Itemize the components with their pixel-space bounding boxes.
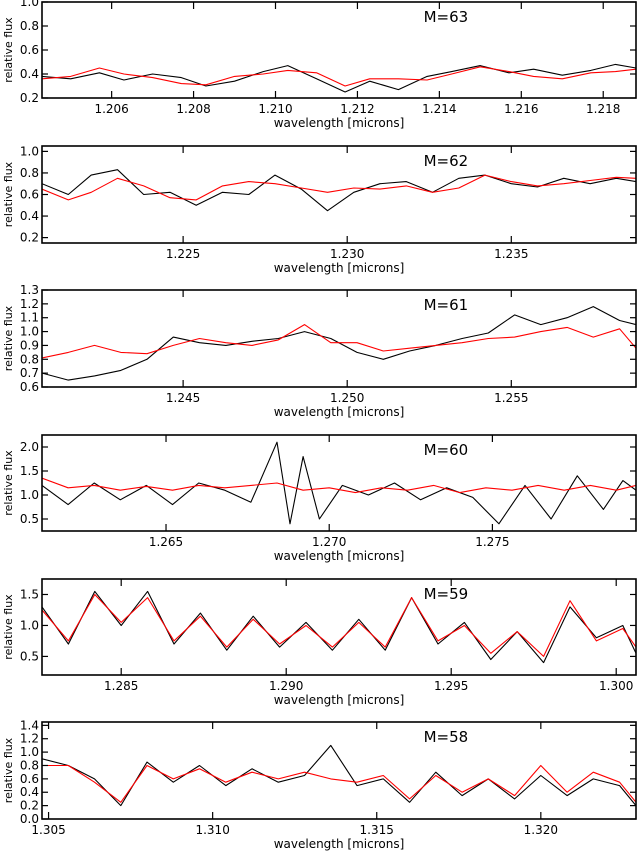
y-tick-label: 0.2 xyxy=(20,799,39,813)
y-tick-label: 0.5 xyxy=(20,649,39,663)
y-tick-label: 0.6 xyxy=(20,43,39,57)
plot-frame xyxy=(41,145,637,244)
x-tick-label: 1.210 xyxy=(258,102,292,116)
x-tick-label: 1.250 xyxy=(330,391,364,405)
y-tick-label: 0.8 xyxy=(20,166,39,180)
panel-label: M=62 xyxy=(424,152,469,170)
y-tick-label: 0.8 xyxy=(20,19,39,33)
x-tick-label: 1.214 xyxy=(422,102,456,116)
y-axis-label: relative flux xyxy=(2,594,15,660)
model-spectrum-line xyxy=(42,477,636,494)
plot-frame xyxy=(41,289,637,388)
x-axis-label: wavelength [microns] xyxy=(274,549,405,563)
observed-spectrum-line xyxy=(42,441,636,525)
y-tick-label: 1.2 xyxy=(20,297,39,311)
model-spectrum-line xyxy=(42,324,636,359)
y-tick-label: 0.2 xyxy=(20,231,39,245)
x-axis-label: wavelength [microns] xyxy=(274,693,405,707)
y-tick-label: 0.8 xyxy=(20,352,39,366)
panel-label: M=59 xyxy=(424,585,469,603)
panel-6: 1.305 1.310 1.315 1.3200.00.20.40.60.81.01.… xyxy=(2,718,637,851)
panel-1: 1.206 1.208 1.210 1.212 1.214 1.216 1.218 0.2 0.… xyxy=(2,0,637,130)
observed-spectrum-line xyxy=(42,590,636,664)
x-tick-label: 1.275 xyxy=(475,535,509,549)
plot-frame xyxy=(41,721,637,820)
x-axis-label: wavelength [microns] xyxy=(274,837,405,851)
x-tick-label: 1.265 xyxy=(149,535,183,549)
x-tick-label: 1.300 xyxy=(599,679,633,693)
y-tick-label: 0.7 xyxy=(20,366,39,380)
x-tick-label: 1.235 xyxy=(494,247,528,261)
observed-spectrum-line xyxy=(42,306,636,381)
y-tick-label: 1.0 xyxy=(20,144,39,158)
y-tick-label: 1.0 xyxy=(20,325,39,339)
y-tick-label: 2.0 xyxy=(20,440,39,454)
x-tick-label: 1.216 xyxy=(504,102,538,116)
y-tick-label: 0.2 xyxy=(20,91,39,105)
x-tick-label: 1.285 xyxy=(104,679,138,693)
y-tick-label: 1.0 xyxy=(20,618,39,632)
y-tick-label: 0.9 xyxy=(20,338,39,352)
x-tick-label: 1.315 xyxy=(360,823,394,837)
y-tick-label: 0.6 xyxy=(20,772,39,786)
panel-2: 1.225 1.230 1.235 0.2 0.4 0.6 0.8 1.0 wavelength… xyxy=(2,144,637,275)
y-tick-label: 1.3 xyxy=(20,283,39,297)
x-tick-label: 1.245 xyxy=(166,391,200,405)
panel-label: M=63 xyxy=(424,8,469,26)
panel-label: M=58 xyxy=(424,728,469,746)
model-spectrum-line xyxy=(42,66,636,87)
model-spectrum-line xyxy=(42,764,636,803)
x-tick-label: 1.295 xyxy=(434,679,468,693)
x-tick-label: 1.310 xyxy=(195,823,229,837)
x-tick-label: 1.208 xyxy=(176,102,210,116)
plot-frame xyxy=(41,578,637,676)
observed-spectrum-line xyxy=(42,744,636,807)
y-tick-label: 0.5 xyxy=(20,512,39,526)
x-tick-label: 1.290 xyxy=(269,679,303,693)
x-tick-label: 1.230 xyxy=(330,247,364,261)
x-axis-label: wavelength [microns] xyxy=(274,261,405,275)
panel-label: M=61 xyxy=(424,296,469,314)
y-tick-label: 1.1 xyxy=(20,311,39,325)
y-tick-label: 0.8 xyxy=(20,758,39,772)
y-tick-label: 0.4 xyxy=(20,209,39,223)
x-tick-label: 1.212 xyxy=(340,102,374,116)
y-tick-label: 1.0 xyxy=(20,0,39,9)
x-axis-label: wavelength [microns] xyxy=(274,116,405,130)
x-tick-label: 1.320 xyxy=(524,823,558,837)
y-tick-label: 0.6 xyxy=(20,380,39,394)
y-tick-label: 1.5 xyxy=(20,587,39,601)
y-tick-label: 1.0 xyxy=(20,745,39,759)
panel-3: 1.245 1.250 1.255 0.60.70.80.91.01.11.21.3 w… xyxy=(2,283,637,419)
y-tick-label: 1.4 xyxy=(20,718,39,732)
panel-label: M=60 xyxy=(424,441,469,459)
x-tick-label: 1.270 xyxy=(312,535,346,549)
x-tick-label: 1.206 xyxy=(94,102,128,116)
y-axis-label: relative flux xyxy=(2,161,15,227)
y-tick-label: 1.0 xyxy=(20,488,39,502)
y-axis-label: relative flux xyxy=(2,305,15,371)
y-tick-label: 0.6 xyxy=(20,188,39,202)
panel-4: 1.265 1.270 1.275 0.5 1.0 1.5 2.0 wavelength [m… xyxy=(2,434,637,563)
y-tick-label: 1.5 xyxy=(20,464,39,478)
observed-spectrum-line xyxy=(42,63,636,93)
y-tick-label: 0.4 xyxy=(20,785,39,799)
y-axis-label: relative flux xyxy=(2,450,15,516)
y-tick-label: 0.0 xyxy=(20,812,39,826)
x-tick-label: 1.225 xyxy=(166,247,200,261)
model-spectrum-line xyxy=(42,593,636,657)
x-axis-label: wavelength [microns] xyxy=(274,405,405,419)
x-tick-label: 1.255 xyxy=(494,391,528,405)
y-axis-label: relative flux xyxy=(2,737,15,803)
y-axis-label: relative flux xyxy=(2,17,15,83)
x-tick-label: 1.305 xyxy=(31,823,65,837)
model-spectrum-line xyxy=(42,174,636,201)
x-tick-label: 1.218 xyxy=(586,102,620,116)
panel-5: 1.285 1.290 1.295 1.300 0.5 1.0 1.5 wavelength … xyxy=(2,578,637,707)
plot-frame xyxy=(41,434,637,532)
y-tick-label: 1.2 xyxy=(20,732,39,746)
y-tick-label: 0.4 xyxy=(20,67,39,81)
